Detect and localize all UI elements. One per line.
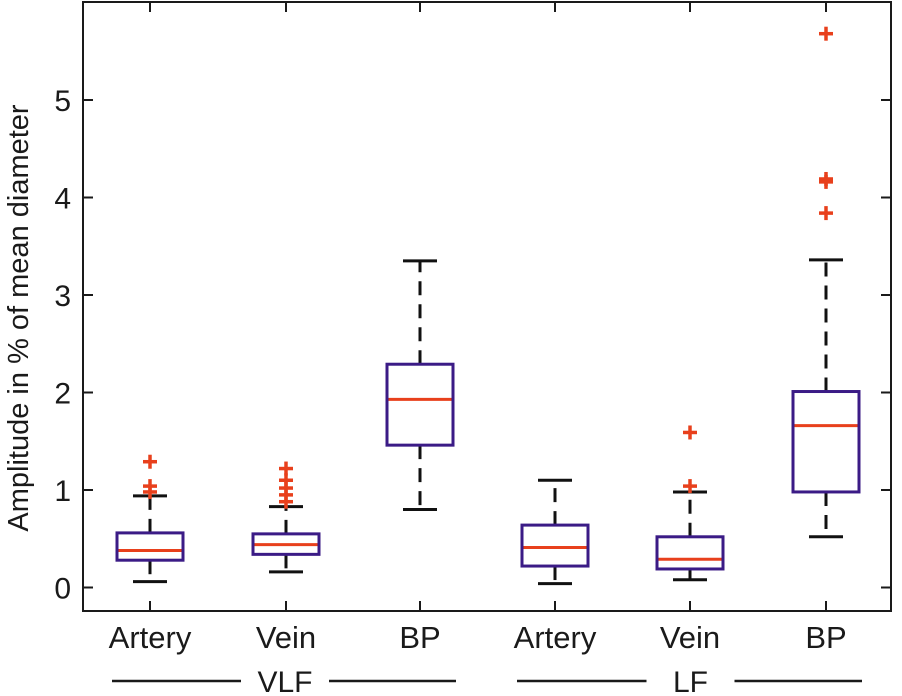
box-vlf-artery <box>115 454 185 584</box>
x-axis-labels: Artery Vein BP Artery Vein BP <box>109 620 847 655</box>
box-lf-vein <box>655 425 725 582</box>
outlier-marker <box>683 479 697 494</box>
category-label: Vein <box>660 620 720 655</box>
outlier-marker <box>819 206 833 221</box>
box-iqr <box>520 523 590 568</box>
outlier-marker <box>279 461 293 476</box>
outlier-marker <box>819 171 833 186</box>
group-labels: VLF LF <box>112 666 862 696</box>
box-iqr <box>655 535 725 571</box>
outlier-marker <box>683 425 697 440</box>
box-iqr <box>385 362 455 447</box>
category-label: Artery <box>109 620 192 655</box>
outlier-marker <box>143 479 157 494</box>
outlier-marker <box>279 473 293 488</box>
y-tick-label: 5 <box>54 85 71 118</box>
y-tick-label: 2 <box>54 378 71 411</box>
y-tick-label: 0 <box>54 573 71 606</box>
outlier-marker <box>819 26 833 41</box>
box-lf-bp <box>791 26 861 539</box>
group-label: LF <box>673 666 708 696</box>
y-tick-label: 4 <box>54 183 71 216</box>
y-axis-label: Amplitude in % of mean diameter <box>3 104 35 531</box>
category-label: Vein <box>256 620 316 655</box>
y-axis: 0 1 2 3 4 5 <box>54 2 891 611</box>
box-vlf-vein <box>251 461 321 574</box>
outlier-marker <box>143 454 157 469</box>
category-label: Artery <box>514 620 597 655</box>
box-iqr <box>115 531 185 562</box>
plot-frame <box>82 1 892 612</box>
y-tick-label: 1 <box>54 475 71 508</box>
boxes-layer <box>115 26 861 586</box>
category-label: BP <box>399 620 440 655</box>
box-vlf-bp <box>385 259 455 511</box>
box-lf-artery <box>520 478 590 586</box>
y-tick-label: 3 <box>54 280 71 313</box>
box-iqr <box>791 390 861 494</box>
group-label: VLF <box>257 666 312 696</box>
category-label: BP <box>805 620 846 655</box>
